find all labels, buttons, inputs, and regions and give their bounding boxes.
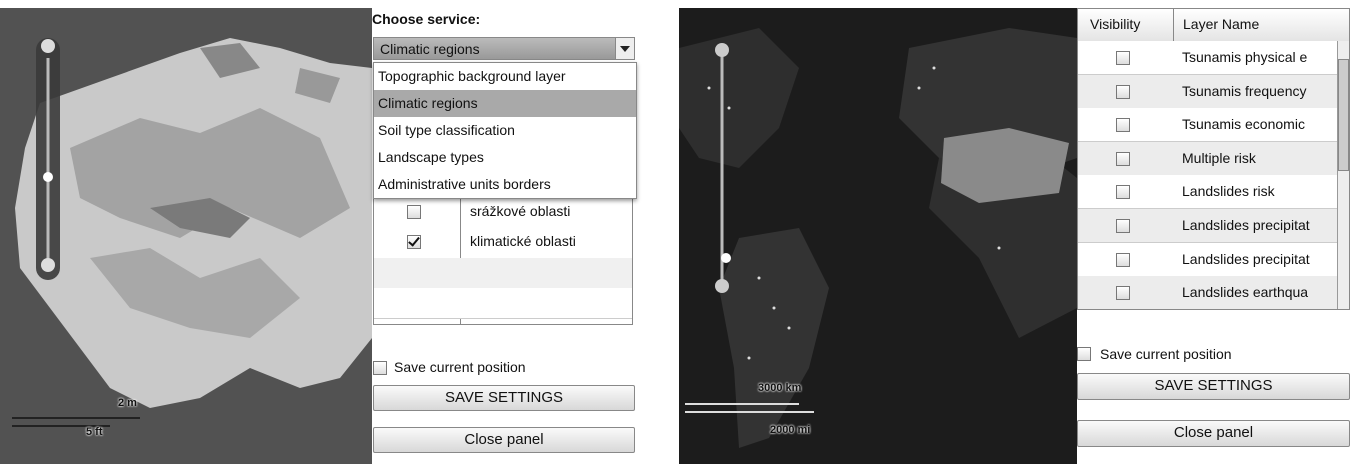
layer-name: Tsunamis physical e: [1182, 49, 1307, 65]
close-button[interactable]: Close panel: [373, 427, 635, 453]
save-position-checkbox[interactable]: [373, 361, 387, 375]
layer-checkbox[interactable]: [1116, 219, 1130, 233]
layer-checkbox[interactable]: [1116, 51, 1130, 65]
dropdown-option[interactable]: Topographic background layer: [374, 63, 636, 90]
layer-name: Multiple risk: [1182, 150, 1256, 166]
scale-metric: 2 m: [118, 397, 137, 409]
layer-row: Landslides earthqua: [1078, 276, 1337, 310]
layer-table: Visibility Layer Name Tsunamis physical …: [1077, 8, 1350, 310]
save-position-checkbox[interactable]: [1077, 347, 1091, 361]
scale-imperial: 2000 mi: [770, 424, 810, 436]
save-position-label: Save current position: [394, 359, 526, 375]
layer-name: Landslides earthqua: [1182, 284, 1308, 300]
layer-name: srážkové oblasti: [470, 203, 570, 219]
layer-row: Multiple risk: [1078, 142, 1337, 176]
close-button[interactable]: Close panel: [1077, 420, 1350, 447]
scrollbar[interactable]: [1337, 41, 1349, 309]
right-map[interactable]: [679, 8, 1077, 464]
layer-checkbox[interactable]: [1116, 253, 1130, 267]
layer-row: Landslides risk: [1078, 175, 1337, 209]
selected-service: Climatic regions: [380, 41, 480, 57]
layer-name: Landslides precipitat: [1182, 251, 1310, 267]
service-label: Choose service:: [372, 11, 480, 27]
dropdown-option[interactable]: Landscape types: [374, 144, 636, 171]
layer-row: Tsunamis economic: [1078, 108, 1337, 142]
dropdown-arrow[interactable]: [615, 38, 634, 59]
header-visibility: Visibility: [1090, 16, 1140, 32]
layer-row: Landslides precipitat: [1078, 243, 1337, 277]
service-select[interactable]: Climatic regions: [373, 37, 635, 60]
dropdown-option[interactable]: Administrative units borders: [374, 171, 636, 198]
layer-checkbox[interactable]: [1116, 118, 1130, 132]
dropdown-option[interactable]: Soil type classification: [374, 117, 636, 144]
layer-checkbox[interactable]: [1116, 185, 1130, 199]
layer-name: Tsunamis frequency: [1182, 83, 1307, 99]
layer-row: Tsunamis frequency: [1078, 75, 1337, 109]
layer-checkbox[interactable]: [407, 205, 421, 219]
layer-table: srážkové oblasti klimatické oblasti: [373, 195, 633, 325]
layer-checkbox[interactable]: [1116, 85, 1130, 99]
layer-row: Tsunamis physical e: [1078, 41, 1337, 75]
layer-name: Tsunamis economic: [1182, 116, 1305, 132]
dropdown-option[interactable]: Climatic regions: [374, 90, 636, 117]
save-button[interactable]: SAVE SETTINGS: [1077, 373, 1350, 400]
layer-row: Landslides precipitat: [1078, 209, 1337, 243]
layer-name: klimatické oblasti: [470, 233, 576, 249]
layer-checkbox[interactable]: [1116, 152, 1130, 166]
empty-row: [374, 258, 632, 289]
left-map[interactable]: [0, 8, 372, 464]
scale-imperial: 5 ft: [86, 426, 103, 438]
layer-checkbox[interactable]: [407, 235, 421, 249]
empty-row: [374, 288, 632, 319]
scale-metric: 3000 km: [758, 382, 801, 394]
layer-checkbox[interactable]: [1116, 286, 1130, 300]
page: 2 m 5 ft Choose service: Climatic region…: [0, 0, 1359, 464]
layer-name: Landslides precipitat: [1182, 217, 1310, 233]
save-button[interactable]: SAVE SETTINGS: [373, 385, 635, 411]
header-layer-name: Layer Name: [1183, 16, 1259, 32]
layer-name: Landslides risk: [1182, 183, 1275, 199]
save-position-label: Save current position: [1100, 346, 1232, 362]
